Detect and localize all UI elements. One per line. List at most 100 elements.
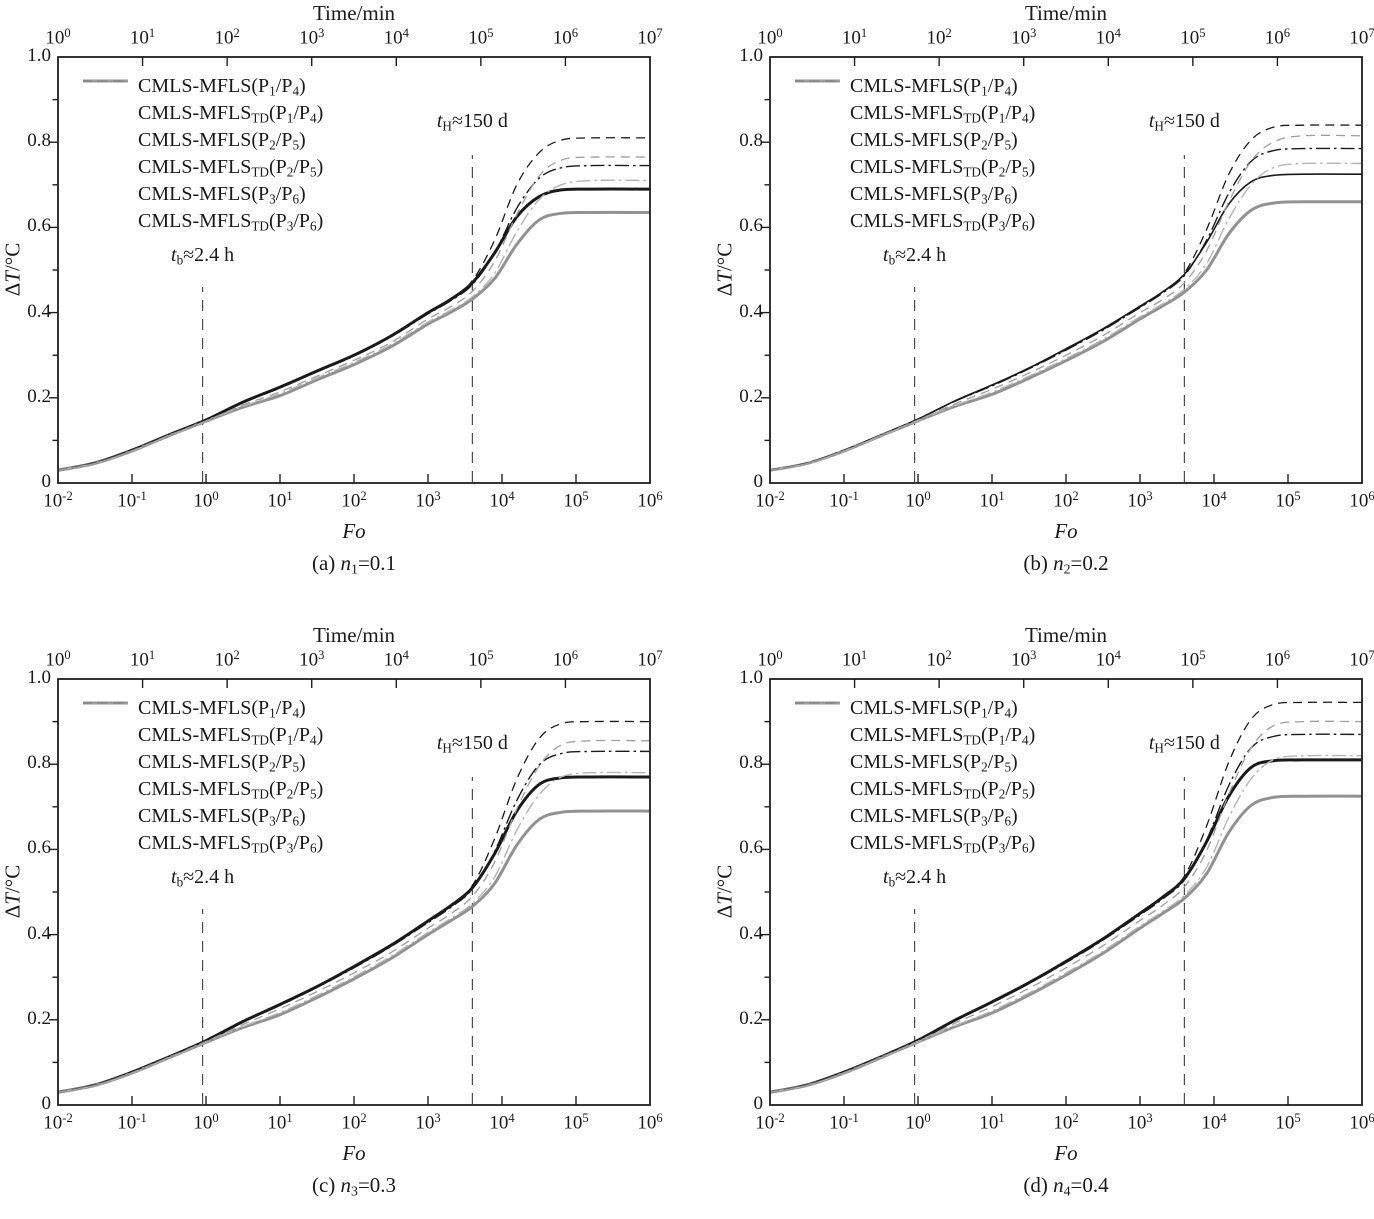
text-part: 10 [1053,490,1073,512]
text-part: ) [299,129,306,152]
text-part: 5 [1294,1111,1301,1125]
legend-label: CMLS-MFLSTD(P3/P6) [850,210,1035,235]
text-part: 10 [468,649,488,671]
text-part: 4 [508,489,515,503]
text-part: H [1154,118,1164,134]
text-part: b [888,874,896,890]
x-tick-label: 10-2 [34,1111,82,1134]
legend-swatch [794,79,841,122]
text-part: 10 [637,27,657,49]
text-part: CMLS-MFLS [138,156,252,179]
top-tick-label: 100 [34,648,82,671]
text-part: CMLS-MFLS [850,724,964,747]
top-tick-label: 105 [457,26,505,49]
legend-label: CMLS-MFLS(P2/P5) [850,751,1018,776]
text-part: /P [293,210,311,233]
legend-item: CMLS-MFLSTD(P1/P4) [794,701,1035,750]
y-tick-label: 0.8 [27,130,51,152]
text-part: CMLS-MFLS [850,778,964,801]
text-part: Fo [342,1141,366,1165]
text-part: H [442,118,452,134]
text-part: 10 [563,490,583,512]
text-part: -2 [774,1111,785,1125]
x-tick-label: 105 [552,1111,600,1134]
text-part: /°C [0,242,25,272]
text-part: 5 [487,26,494,40]
text-part: /°C [0,864,25,894]
text-part: /P [293,832,311,855]
legend-item: CMLS-MFLSTD(P2/P5) [82,702,323,804]
text-part: 2 [286,164,294,180]
text-part: 10 [1053,1112,1073,1134]
top-tick-label: 100 [34,26,82,49]
text-part: ) [316,156,324,179]
text-part: 3 [998,840,1006,856]
text-part: 10 [1349,490,1369,512]
text-part: 10 [341,1112,361,1134]
text-part: 5 [310,164,317,180]
text-part: -1 [136,489,147,503]
subplot-a: Time/min 100 101 102 103 104 105 106 107 10-2 10-1… [0,0,687,600]
text-part: 10 [1349,27,1369,49]
text-part: 2 [233,648,240,662]
text-part: n [1053,1173,1064,1197]
text-part: 10 [637,649,657,671]
text-part: 10 [117,490,137,512]
text-part: 10 [979,1112,999,1134]
text-part: 1 [286,489,293,503]
top-tick-label: 104 [1084,26,1132,49]
text-part: 1 [351,561,358,577]
text-part: 10 [552,649,572,671]
top-tick-label: 104 [1084,648,1132,671]
text-part: t [883,865,889,888]
text-part: TD [963,110,981,126]
text-part: CMLS-MFLS [138,129,252,152]
legend-item: CMLS-MFLS(P3/P6) [794,80,1035,209]
text-part: /P [275,183,293,206]
y-tick-label: 0.4 [27,300,51,322]
annotation-label: tb≈2.4 h [850,244,980,269]
legend-label: CMLS-MFLS(P2/P5) [850,129,1018,154]
subplot-caption: (d) n4=0.4 [976,1173,1156,1200]
text-part: CMLS-MFLS [138,832,252,855]
text-part: 1 [286,1111,293,1125]
text-part: 10 [1011,27,1031,49]
text-part: 1 [860,648,868,662]
text-part: TD [963,840,981,856]
text-part: 0 [924,489,931,503]
text-part: ) [299,751,306,774]
text-part: 3 [269,813,276,829]
annotation-label: tH≈150 d [1119,110,1249,135]
text-part: 4 [1114,648,1121,662]
text-part: 5 [1022,164,1029,180]
x-tick-label: 102 [1042,1111,1090,1134]
text-part: /°C [712,242,737,272]
subplot-b: Time/min 100 101 102 103 104 105 106 107 10-2 10-1… [712,0,1374,600]
text-part: 7 [1368,26,1374,40]
top-tick-label: 106 [1253,648,1301,671]
text-part: 6 [1004,813,1012,829]
y-tick-label: 0 [753,1093,764,1114]
text-part: 10 [841,649,861,671]
text-part: 4 [402,648,409,662]
top-tick-label: 101 [831,648,879,671]
y-tick-label: 0.6 [739,215,763,237]
text-part: 4 [1063,1183,1071,1199]
text-part: 1 [998,110,1006,126]
legend-swatch [82,701,129,744]
text-part: b [176,252,184,268]
text-part: CMLS-MFLS [850,183,964,206]
text-part: 10 [214,27,234,49]
subplot-c: Time/min 100 101 102 103 104 105 106 107 10-2 10-1… [0,622,687,1219]
legend-swatch [794,702,841,771]
top-tick-label: 106 [541,26,589,49]
x-tick-label: 106 [626,1111,674,1134]
text-part: /P [293,156,311,179]
text-part: (P [251,183,270,206]
legend-label: CMLS-MFLS(P3/P6) [138,183,306,208]
text-part: Δ [0,282,25,297]
text-part: (d) [1023,1173,1054,1197]
text-part: 10 [43,490,63,512]
top-axis-label: Time/min [312,1,396,25]
plot-area [761,678,1363,1106]
